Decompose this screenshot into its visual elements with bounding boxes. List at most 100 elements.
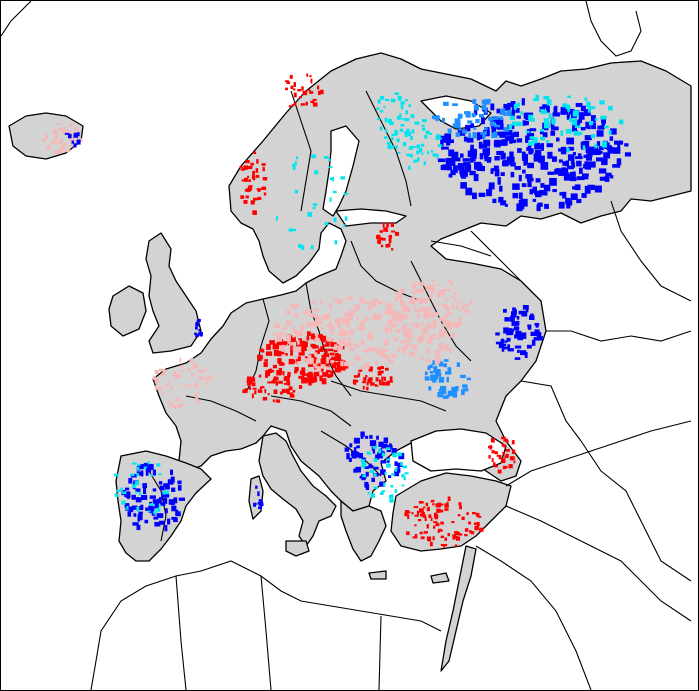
anomaly-patch-strong-positive: [488, 455, 491, 459]
anomaly-patch-weak-positive: [348, 310, 355, 316]
anomaly-patch-strong-negative: [484, 127, 490, 135]
anomaly-patch-strong-positive: [300, 103, 305, 106]
anomaly-patch-weak-positive: [432, 319, 437, 326]
anomaly-patch-weak-positive: [52, 141, 58, 145]
anomaly-patch-weak-positive: [339, 338, 343, 344]
anomaly-patch-weak-negative: [400, 461, 403, 466]
anomaly-patch-weak-negative: [420, 143, 425, 147]
anomaly-patch-strong-negative: [457, 129, 466, 136]
anomaly-patch-strong-negative: [591, 122, 596, 130]
anomaly-patch-strong-negative: [584, 185, 591, 194]
anomaly-patch-strong-negative: [395, 468, 401, 473]
anomaly-patch-strong-negative: [506, 135, 515, 142]
anomaly-patch-strong-negative: [601, 158, 608, 166]
anomaly-patch-strong-negative: [388, 475, 392, 478]
anomaly-patch-strong-positive: [247, 382, 252, 386]
anomaly-patch-weak-positive: [194, 363, 198, 367]
anomaly-patch-weak-positive: [446, 324, 453, 330]
anomaly-patch-weak-positive: [395, 298, 398, 302]
anomaly-patch-strong-positive: [377, 371, 382, 376]
anomaly-patch-weak-positive: [289, 342, 293, 345]
anomaly-patch-weak-negative: [323, 156, 329, 159]
anomaly-patch-weak-negative: [543, 118, 549, 123]
anomaly-patch-strong-negative: [483, 153, 489, 160]
anomaly-patch-strong-negative: [507, 348, 514, 352]
anomaly-patch-strong-positive: [286, 81, 291, 84]
anomaly-patch-strong-positive: [377, 366, 380, 370]
anomaly-patch-strong-negative: [124, 504, 128, 508]
anomaly-patch-strong-negative: [547, 171, 555, 175]
anomaly-patch-strong-positive: [317, 334, 323, 341]
anomaly-patch-strong-positive: [391, 230, 396, 233]
anomaly-patch-weak-positive: [162, 369, 166, 374]
anomaly-patch-strong-negative: [344, 447, 350, 452]
anomaly-patch-strong-positive: [336, 354, 342, 360]
anomaly-patch-strong-positive: [305, 101, 308, 106]
anomaly-patch-moderate-negative: [446, 394, 450, 398]
anomaly-patch-weak-negative: [389, 121, 394, 125]
anomaly-patch-strong-positive: [288, 105, 292, 108]
anomaly-patch-strong-positive: [414, 534, 418, 539]
anomaly-patch-weak-positive: [456, 305, 459, 309]
anomaly-patch-weak-positive: [344, 312, 349, 317]
border-finland-russia: [365, 90, 412, 207]
anomaly-patch-weak-negative: [399, 128, 404, 132]
anomaly-patch-moderate-negative: [452, 103, 458, 106]
anomaly-patch-strong-negative: [521, 98, 525, 106]
anomaly-patch-weak-positive: [179, 370, 184, 373]
anomaly-patch-weak-negative: [404, 133, 408, 138]
anomaly-patch-strong-negative: [194, 332, 198, 336]
anomaly-patch-weak-positive: [424, 308, 430, 313]
anomaly-patch-strong-positive: [367, 378, 372, 384]
anomaly-patch-moderate-negative: [463, 388, 469, 392]
anomaly-patch-strong-positive: [310, 78, 313, 84]
anomaly-patch-weak-positive: [192, 364, 195, 370]
anomaly-patch-strong-negative: [125, 487, 130, 491]
anomaly-patch-weak-negative: [567, 106, 571, 112]
anomaly-patch-strong-positive: [249, 386, 251, 390]
anomaly-patch-weak-positive: [458, 317, 462, 322]
anomaly-patch-weak-positive: [293, 329, 298, 335]
anomaly-patch-weak-positive: [345, 321, 350, 328]
anomaly-patch-strong-negative: [612, 164, 621, 168]
anomaly-patch-strong-negative: [517, 148, 522, 153]
anomaly-patch-strong-negative: [258, 499, 263, 502]
anomaly-patch-strong-positive: [404, 510, 409, 514]
anomaly-patch-weak-positive: [409, 351, 416, 357]
anomaly-patch-weak-positive: [346, 296, 353, 300]
anomaly-patch-strong-negative: [460, 153, 464, 158]
anomaly-patch-strong-positive: [282, 371, 285, 376]
anomaly-patch-weak-positive: [285, 334, 291, 342]
anomaly-patch-strong-positive: [271, 369, 275, 373]
anomaly-patch-strong-negative: [535, 191, 542, 198]
anomaly-patch-strong-negative: [512, 307, 516, 311]
anomaly-patch-strong-positive: [251, 376, 255, 380]
anomaly-patch-weak-positive: [425, 286, 430, 291]
anomaly-patch-weak-positive: [312, 308, 319, 312]
anomaly-patch-weak-negative: [129, 473, 135, 477]
anomaly-patch-moderate-negative: [460, 374, 466, 378]
anomaly-patch-strong-positive: [312, 98, 317, 101]
anomaly-patch-weak-positive: [189, 358, 194, 363]
anomaly-patch-weak-negative: [333, 217, 337, 223]
anomaly-patch-strong-negative: [518, 174, 522, 182]
anomaly-patch-strong-negative: [135, 488, 141, 493]
anomaly-patch-strong-negative: [143, 487, 147, 494]
anomaly-patch-weak-negative: [562, 103, 568, 108]
anomaly-patch-weak-negative: [385, 447, 391, 450]
anomaly-patch-strong-negative: [198, 318, 201, 322]
anomaly-patch-weak-positive: [414, 289, 421, 294]
anomaly-patch-weak-positive: [388, 327, 392, 333]
anomaly-patch-strong-positive: [253, 151, 257, 155]
anomaly-patch-weak-positive: [438, 329, 443, 336]
anomaly-patch-strong-positive: [354, 381, 357, 385]
anomaly-patch-strong-positive: [312, 377, 318, 383]
anomaly-patch-weak-negative: [437, 144, 443, 148]
anomaly-patch-strong-positive: [426, 536, 432, 541]
anomaly-patch-weak-positive: [420, 323, 424, 326]
anomaly-patch-strong-negative: [152, 488, 157, 492]
anomaly-patch-weak-positive: [400, 300, 406, 306]
anomaly-patch-strong-negative: [536, 204, 541, 212]
anomaly-patch-strong-positive: [257, 189, 261, 192]
anomaly-patch-strong-positive: [374, 384, 377, 386]
